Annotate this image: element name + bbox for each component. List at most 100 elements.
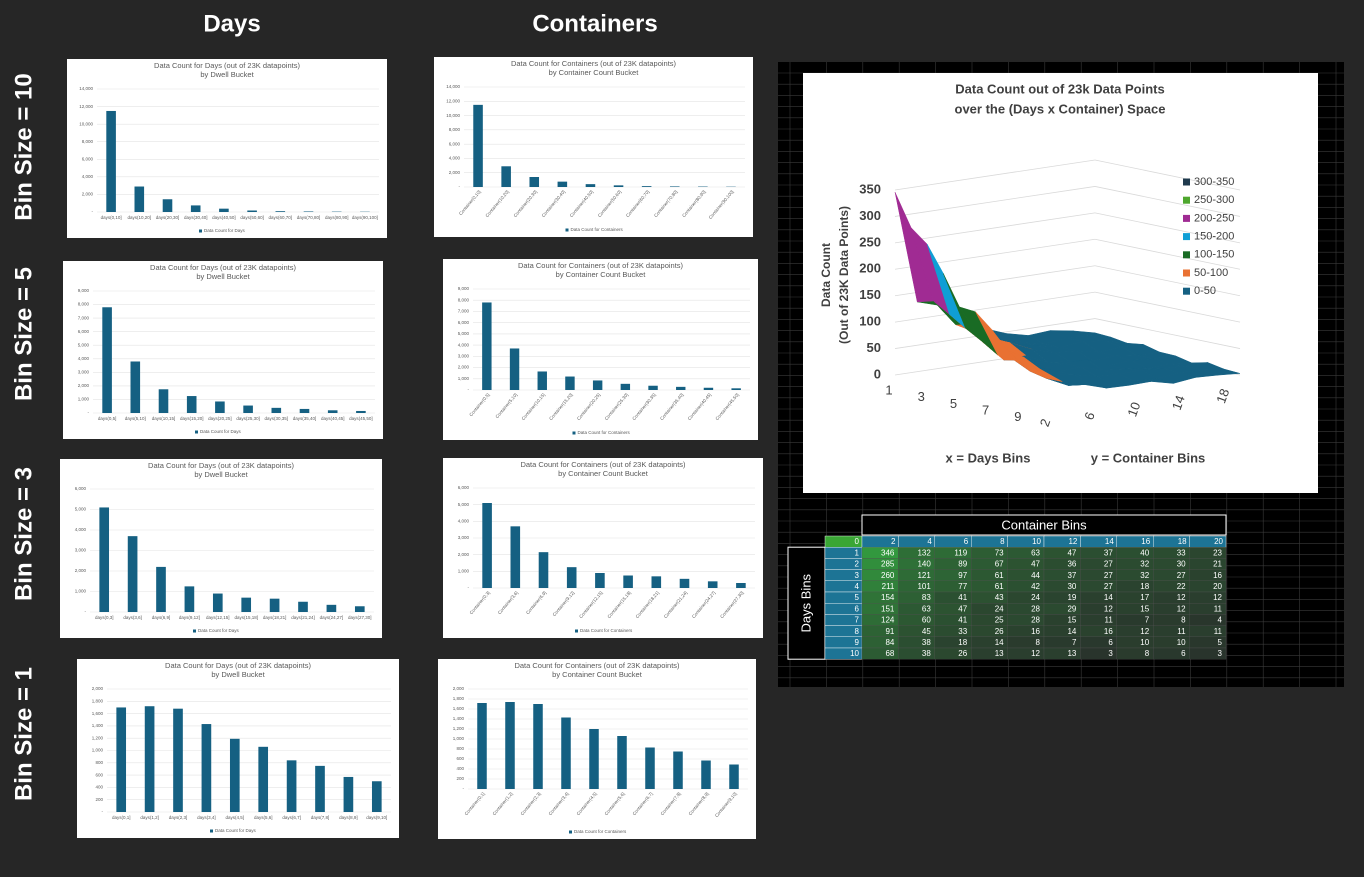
bar (173, 708, 183, 812)
bar (354, 606, 365, 612)
x-tick-label: days(0,1] (112, 815, 131, 820)
bar (190, 205, 201, 212)
bar (219, 208, 229, 212)
column-header: 2 (891, 537, 896, 546)
bar (501, 166, 511, 187)
grid-line (1094, 318, 1241, 349)
y-tick-label: 4,000 (75, 527, 87, 532)
x-tick-label: days(8,9] (339, 815, 358, 820)
y-tick-label: 800 (456, 746, 464, 751)
legend-swatch (1183, 269, 1190, 277)
table-value: 38 (922, 638, 931, 647)
z-tick-label: 0 (874, 366, 881, 381)
table-value: 15 (1140, 604, 1149, 613)
y-tick-label: 1,000 (453, 736, 465, 741)
z-axis-title: (Out of 23K Data Points) (837, 206, 851, 344)
y-tick-label: 4,000 (458, 519, 470, 524)
row-header: 8 (855, 627, 860, 636)
column-header: Days (203, 10, 260, 37)
y-tick-label: 200 (456, 776, 464, 781)
y-tick-label: - (88, 410, 90, 415)
y-tick-label: 600 (95, 772, 103, 777)
row-header: Bin Size = 1 (10, 667, 37, 801)
x-tick-label: days(25,30] (236, 416, 260, 421)
row-header: 6 (855, 604, 860, 613)
bar (701, 760, 711, 789)
table-value: 83 (922, 593, 931, 602)
y-tick-label: 6,000 (449, 141, 461, 146)
table-value: 121 (917, 571, 931, 580)
table-value: 26 (958, 649, 967, 658)
z-tick-label: 50 (867, 340, 881, 355)
legend-label: Data Count for Containers (578, 430, 631, 435)
legend-label: 0-50 (1194, 285, 1216, 297)
legend-swatch (1183, 214, 1190, 222)
x-tick-label: days(18,21] (263, 615, 287, 620)
table-value: 11 (1214, 604, 1223, 613)
legend-swatch (193, 629, 196, 633)
y-tick-label: 1,000 (458, 376, 470, 381)
bar (247, 210, 257, 212)
y-tick-label: 2,000 (82, 192, 94, 197)
table-value: 8 (1181, 616, 1186, 625)
x-tick-label: days(50,60] (240, 215, 264, 220)
y-tick-label: 1,600 (92, 711, 104, 716)
table-value: 67 (995, 560, 1004, 569)
x-tick-label: days(5,10] (125, 416, 146, 421)
table-value: 3 (1108, 649, 1113, 658)
x-tick-label: days(3,4] (197, 815, 216, 820)
grid-line (1094, 291, 1241, 323)
table-value: 27 (1177, 571, 1186, 580)
bar (343, 776, 354, 812)
bar (533, 704, 543, 789)
table-value: 28 (1031, 616, 1040, 625)
legend-swatch (210, 829, 213, 833)
bar (269, 598, 280, 612)
x-tick-label: days(40,50] (212, 215, 236, 220)
y-tick-label: 8,000 (78, 302, 90, 307)
table-value: 15 (1067, 616, 1076, 625)
y-tick-label: - (468, 387, 470, 392)
table-value: 32 (1140, 571, 1149, 580)
bar (156, 566, 166, 612)
table-value: 37 (1104, 548, 1113, 557)
bar (299, 408, 310, 413)
row-header: 3 (855, 571, 860, 580)
row-header: Bin Size = 10 (10, 73, 37, 220)
y-tick-label: 1,000 (458, 569, 470, 574)
bar (669, 186, 680, 187)
grid-line (894, 159, 1096, 191)
bar (620, 383, 631, 390)
row-title: Days Bins (798, 573, 813, 632)
table-value: 27 (1104, 571, 1113, 580)
bar (212, 593, 223, 612)
x-tick-label: days(20,30] (156, 215, 180, 220)
table-value: 140 (917, 560, 931, 569)
bar (303, 211, 314, 212)
y-axis-title: y = Container Bins (1091, 450, 1206, 465)
table-value: 12 (1031, 649, 1040, 658)
y-tick-label: - (459, 184, 461, 189)
grid-line (1094, 265, 1241, 297)
bar (356, 410, 366, 413)
bar (509, 348, 520, 390)
table-value: 19 (1067, 593, 1076, 602)
row-title-box (787, 546, 826, 660)
bar (482, 302, 492, 390)
table-value: 60 (922, 616, 931, 625)
x-tick-label: days(5,6] (254, 815, 273, 820)
x-tick-label: days(2,3] (169, 815, 188, 820)
x-tick-label: days(24,27] (320, 615, 344, 620)
table-value: 21 (1213, 560, 1222, 569)
y-tick-label: 4,000 (458, 342, 470, 347)
y-tick-label: 14,000 (79, 86, 93, 91)
x-tick-label: 9 (1014, 409, 1021, 424)
table-value: 44 (1031, 571, 1040, 580)
bar (731, 388, 741, 390)
x-tick-label: days(6,9] (152, 615, 171, 620)
legend-swatch (569, 830, 572, 834)
bar (127, 536, 138, 612)
table-value: 77 (958, 582, 967, 591)
y-tick-label: 2,000 (453, 686, 465, 691)
table-value: 18 (1140, 582, 1149, 591)
